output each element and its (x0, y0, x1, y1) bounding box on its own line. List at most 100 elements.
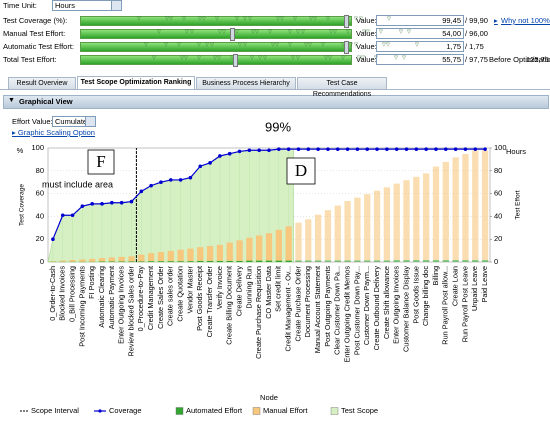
effort-bar (472, 260, 479, 262)
tab[interactable]: Result Overview (8, 77, 76, 89)
coverage-point (394, 147, 399, 151)
x-axis-title: Node (260, 393, 278, 402)
effort-bar (216, 260, 224, 262)
value-box[interactable]: 99,45 (376, 15, 464, 26)
y-tick-label: 0 (40, 257, 44, 266)
slider-tick: ▽ (349, 42, 353, 48)
x-tick-label: Billing (431, 266, 440, 285)
slider-tick: ▽ (164, 42, 168, 48)
tab[interactable]: Business Process Hierarchy (196, 77, 296, 89)
slider-tick: ▽ (243, 42, 247, 48)
slider-tick: ▽ (374, 55, 378, 61)
slider-tick: ▽ (197, 55, 201, 61)
effort-select[interactable]: Cumulated (52, 116, 96, 127)
x-tick-label: Create Purchase Requisition (254, 266, 263, 359)
effort-bar (275, 260, 282, 262)
coverage-point (453, 147, 458, 151)
x-tick-label: Create Shift allowance (382, 266, 391, 339)
link-icon[interactable]: ▸ (494, 16, 498, 25)
value-label: Value: (356, 42, 377, 51)
coverage-point (365, 147, 370, 151)
coverage-point (267, 148, 271, 153)
slider-tick: ▽ (210, 42, 214, 48)
slider-tick: ▽ (394, 55, 398, 61)
y2-tick-label: 100 (494, 143, 507, 152)
effort-bar (334, 205, 341, 261)
effort-bar (423, 260, 430, 262)
value-box[interactable]: 1,75 (376, 41, 464, 52)
x-tick-label: Create Billing Document (225, 266, 234, 345)
legend-icon (330, 407, 339, 415)
time-unit-select[interactable]: Hours (52, 0, 122, 11)
slider-tick: ▽ (218, 29, 222, 35)
coverage-point (385, 147, 389, 151)
effort-bar (89, 258, 96, 262)
slider-tick: ▽ (157, 29, 161, 35)
coverage-point (463, 147, 468, 151)
slider-tick: ▽ (291, 55, 295, 61)
slider[interactable]: ▽▽▽▽▽▽▽▽▽▽▽▽▽▽▽▽▽▽▽▽ (80, 41, 419, 54)
effort-bar (462, 153, 469, 261)
effort-bar (167, 261, 174, 262)
slider-tick: ▽ (217, 55, 221, 61)
slider-tick: ▽ (296, 55, 300, 61)
x-tick-label: Vendor Master (185, 265, 194, 313)
coverage-point (424, 147, 428, 151)
effort-bar (138, 254, 145, 262)
x-tick-label: Post Goods Receipt (195, 266, 204, 331)
slider-handle[interactable] (344, 15, 350, 28)
slider-handle[interactable] (344, 41, 350, 54)
effort-bar (265, 233, 273, 261)
x-tick-label: Change billing doc (421, 266, 430, 326)
value-box[interactable]: 54,00 (376, 28, 464, 39)
slider-tick: ▽ (250, 55, 254, 61)
effort-bar (79, 259, 86, 262)
slider-tick: ▽ (288, 42, 292, 48)
coverage-point (227, 151, 232, 156)
x-tick-label: Create Purchase Order (293, 265, 302, 341)
x-tick-label: Post Outgoing Payments (323, 266, 332, 347)
slider-handle[interactable] (229, 28, 235, 41)
slider[interactable]: ▽▽▽▽▽▽▽▽▽▽▽▽▽▽▽▽▽▽▽▽ (80, 15, 391, 28)
slider-tick: ▽ (202, 16, 206, 22)
coverage-point (444, 147, 448, 151)
scaling-link[interactable]: ▸ Graphic Scaling Option (12, 128, 95, 137)
slider-tick: ▽ (308, 42, 312, 48)
effort-bar (197, 247, 204, 261)
slider[interactable]: ▽▽▽▽▽▽▽▽▽▽▽▽▽▽▽▽▽▽▽▽ (80, 28, 411, 41)
x-tick-label: Create Sales Order (156, 265, 165, 328)
slider-tick: ▽ (263, 55, 267, 61)
coverage-point (434, 147, 438, 151)
effort-bar (314, 260, 322, 262)
x-tick-label: Enter Outgoing Invoices (117, 266, 126, 344)
y2-unit: Hours (506, 147, 526, 156)
slider-tick: ▽ (169, 16, 173, 22)
slider-tick: ▽ (248, 16, 252, 22)
x-tick-label: CO Master Data (264, 265, 273, 319)
slider-handle[interactable] (232, 54, 238, 67)
tab[interactable]: Test Case Recommendations (297, 77, 387, 98)
scaling-link-text[interactable]: Graphic Scaling Option (17, 128, 95, 137)
legend-label: Test Scope (341, 406, 378, 415)
value-box[interactable]: 55,75 (376, 54, 464, 65)
effort-bar (206, 260, 214, 262)
effort-bar (59, 260, 66, 262)
coverage-point (70, 213, 75, 218)
slider[interactable]: ▽▽▽▽▽▽▽▽▽▽▽▽▽▽▽▽▽▽▽▽ (80, 54, 406, 67)
annotation: must include area (42, 179, 113, 189)
slider-tick: ▽ (165, 16, 169, 22)
why-link[interactable]: Why not 100%? (501, 16, 550, 25)
coverage-point (149, 183, 153, 188)
x-tick-label: Enter Outgoing Credit Memos (342, 266, 351, 363)
value-max: / 99,90 (465, 16, 488, 25)
legend-label: Scope Interval (31, 406, 79, 415)
effort-bar (108, 261, 115, 262)
tab[interactable]: Test Scope Optimization Ranking (77, 76, 195, 89)
panel-title: Graphical View (19, 97, 73, 106)
effort-bar (98, 258, 106, 262)
effort-bar (118, 256, 125, 262)
slider-tick: ▽ (238, 42, 242, 48)
slider-tick: ▽ (235, 29, 239, 35)
x-tick-label: Credit Management - Ov... (284, 266, 293, 351)
x-tick-label: Create Quotation (176, 266, 185, 322)
